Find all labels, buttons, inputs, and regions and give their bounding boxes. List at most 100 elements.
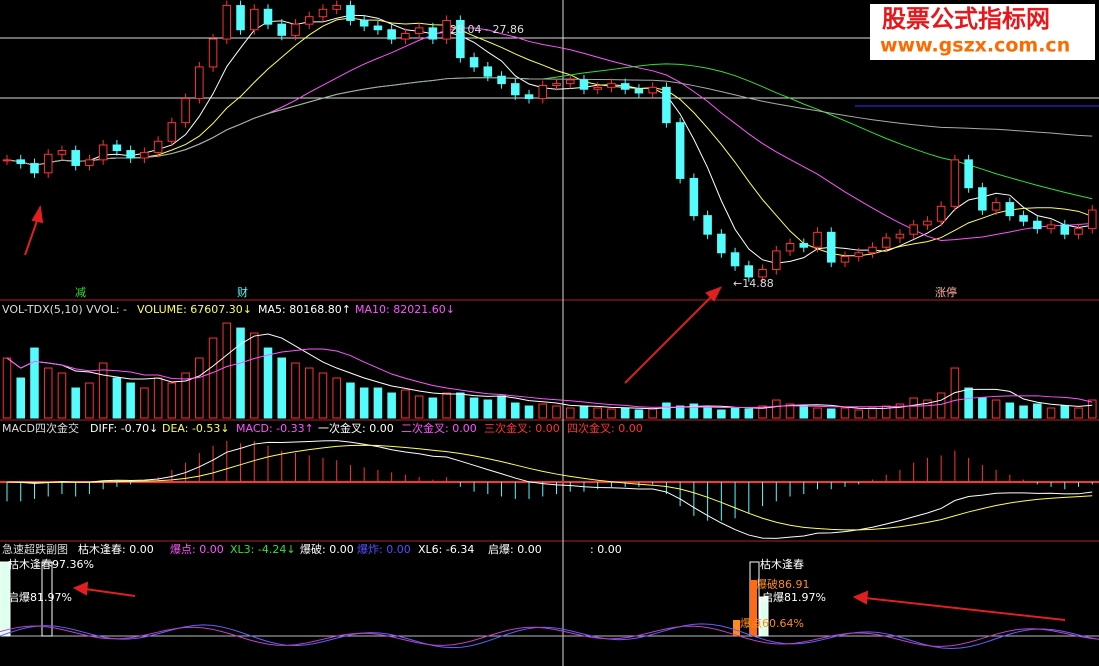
volume-bar [703, 407, 712, 419]
volume-bar [304, 367, 314, 419]
candle [304, 16, 314, 25]
candle [222, 5, 232, 40]
watermark-box [870, 4, 1095, 60]
signal-bar [0, 561, 11, 637]
vol-header: MA10: 82021.60↓ [355, 303, 455, 316]
ma-line [6, 77, 1093, 166]
candle [524, 94, 534, 100]
candle [1060, 224, 1070, 235]
candle [208, 38, 218, 68]
volume-bar [98, 362, 108, 419]
candle [153, 140, 163, 153]
volume-bar [469, 397, 479, 419]
volume-bar [634, 409, 644, 419]
candle [195, 66, 204, 100]
volume-bar [923, 399, 932, 419]
candle [1074, 228, 1083, 235]
candle [236, 5, 245, 31]
diff-line [6, 440, 1093, 539]
candle [813, 231, 822, 248]
volume-bar [854, 409, 864, 419]
candle [579, 79, 589, 90]
signal-line [0, 623, 1099, 650]
ma-line [6, 14, 1093, 264]
macd-header: 三次金叉: 0.00 [484, 421, 560, 435]
candle [854, 252, 864, 258]
volume-bar [2, 357, 12, 419]
candle [1087, 209, 1097, 230]
candle [98, 144, 108, 161]
volume-bar [497, 395, 506, 419]
volume-bar [717, 409, 726, 419]
signal-label: 爆点60.64% [740, 616, 804, 630]
volume-bar [373, 387, 383, 419]
signal-header: 爆破: 0.00 [300, 542, 354, 556]
volume-bar [689, 403, 699, 419]
candle [318, 8, 328, 18]
volume-bar [387, 392, 396, 419]
candle [607, 83, 616, 88]
candle [634, 88, 644, 94]
candle [552, 83, 561, 87]
candle [703, 215, 712, 235]
marker: 财 [237, 285, 248, 299]
signal-label: 启爆81.97% [762, 590, 826, 604]
macd-header: 二次金叉: 0.00 [401, 421, 477, 435]
volume-bar [1087, 399, 1097, 419]
volume-bar [524, 405, 534, 419]
volume-bar [456, 392, 465, 419]
volume-bar [840, 407, 850, 419]
macd-header: 一次金叉: 0.00 [318, 421, 394, 435]
candle [689, 177, 699, 217]
signal-header: 爆炸: 0.00 [357, 542, 411, 556]
volume-bar [195, 357, 204, 419]
vol-header: MA5: 80168.80↑ [258, 303, 351, 316]
volume-bar [359, 387, 369, 419]
volume-bar [346, 382, 355, 419]
volume-bar [30, 347, 39, 419]
signal-bar [759, 596, 769, 637]
candle [991, 202, 1001, 211]
vol-header: VOL-TDX(5,10) VVOL: - [2, 303, 127, 316]
volume-bar [57, 372, 67, 419]
signal-header: : 0.00 [590, 543, 622, 556]
volume-bar [263, 347, 273, 419]
volume-bar [538, 403, 548, 419]
candle [730, 252, 740, 267]
candle [442, 19, 451, 40]
candle [964, 159, 973, 189]
volume-bar [730, 407, 740, 419]
ma-line [6, 17, 1093, 257]
volume-bar [222, 322, 232, 419]
volume-bar [895, 403, 905, 419]
candle [511, 83, 520, 96]
volume-bar [978, 397, 987, 419]
volume-bar [483, 399, 493, 419]
macd-header: MACD: -0.33↑ [236, 422, 314, 435]
candle [469, 57, 479, 68]
signal-bar [733, 620, 740, 636]
volume-bar [43, 367, 53, 419]
candle [1005, 202, 1015, 217]
signal-label: 枯木逢春 [760, 557, 804, 571]
volume-bar [868, 407, 877, 419]
volume-bar [442, 392, 451, 419]
volume-bar [85, 382, 94, 419]
candle [249, 8, 259, 31]
volume-bar [401, 389, 410, 419]
candle [85, 159, 94, 166]
signal-header: XL6: -6.34 [418, 543, 474, 556]
annotation-arrows [24, 205, 1066, 621]
candle [16, 159, 26, 165]
candle [2, 159, 12, 162]
volume-bar [511, 402, 520, 419]
volume-bar [291, 362, 300, 419]
volume-bar [799, 405, 809, 419]
volume-bar [826, 408, 836, 419]
candle [483, 66, 493, 77]
volume-bar [428, 397, 438, 419]
volume-bar [607, 408, 616, 419]
watermark-title: 股票公式指标网 [882, 5, 1050, 33]
